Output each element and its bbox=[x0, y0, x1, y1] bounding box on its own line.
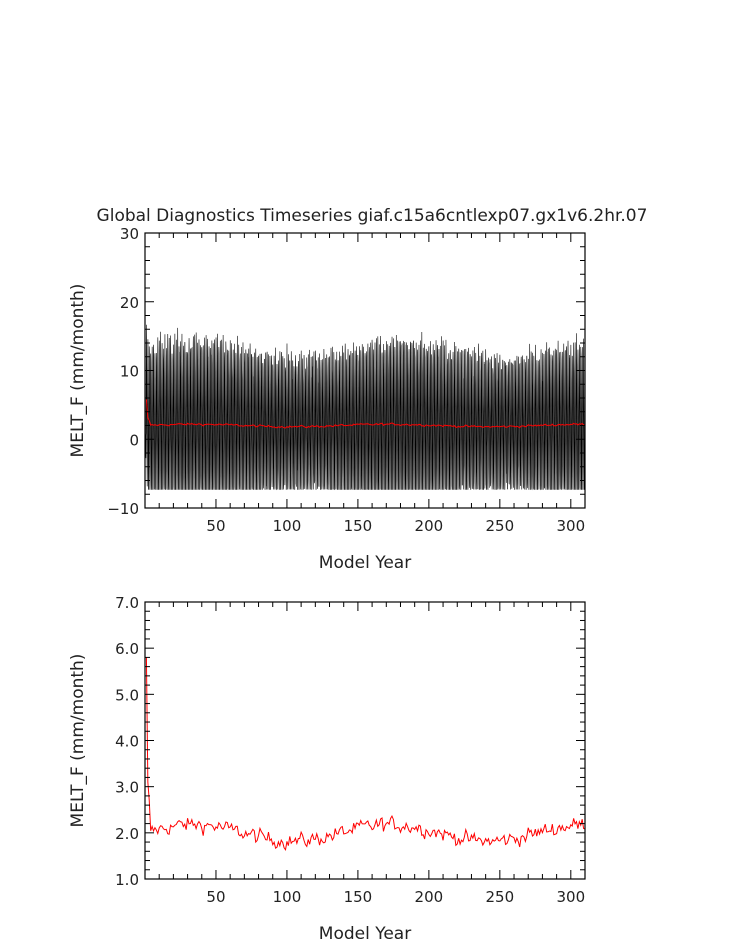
x-tick-label: 300 bbox=[556, 517, 585, 535]
y-tick-label: 0 bbox=[129, 431, 139, 449]
annual-mean-series-line bbox=[145, 399, 585, 429]
y-tick-label: 6.0 bbox=[115, 640, 139, 658]
monthly-series-line bbox=[145, 294, 585, 491]
x-tick-label: 150 bbox=[344, 517, 373, 535]
x-tick-label: 150 bbox=[344, 888, 373, 906]
y-tick-label: 3.0 bbox=[115, 779, 139, 797]
x-tick-label: 250 bbox=[486, 888, 515, 906]
y-axis-label: MELT_F (mm/month) bbox=[68, 654, 88, 828]
y-tick-label: 2.0 bbox=[115, 825, 139, 843]
y-tick-label: 7.0 bbox=[115, 594, 139, 612]
annual-mean-series-line bbox=[145, 657, 585, 851]
x-axis-label: Model Year bbox=[319, 924, 411, 944]
x-tick-label: 200 bbox=[415, 888, 444, 906]
top-panel: 50 100 150 200 250 300 −10 0 10 20 30 Model Year MEL… bbox=[68, 225, 586, 573]
y-tick-label: 20 bbox=[120, 294, 139, 312]
x-tick-label: 50 bbox=[206, 517, 225, 535]
bottom-panel: 50 100 150 200 250 300 1.0 2.0 3.0 4.0 5.0 6.0 7.0 Mo… bbox=[68, 594, 586, 944]
figure-title: Global Diagnostics Timeseries giaf.c15a6… bbox=[97, 206, 648, 226]
y-tick-label: 30 bbox=[120, 225, 139, 243]
x-tick-label: 200 bbox=[415, 517, 444, 535]
x-tick-label: 250 bbox=[486, 517, 515, 535]
y-tick-label: 4.0 bbox=[115, 733, 139, 751]
y-tick-label: 5.0 bbox=[115, 686, 139, 704]
x-tick-label: 300 bbox=[556, 888, 585, 906]
y-axis-label: MELT_F (mm/month) bbox=[68, 284, 88, 458]
x-tick-label: 50 bbox=[206, 888, 225, 906]
x-tick-label: 100 bbox=[273, 517, 302, 535]
plot-frame bbox=[144, 601, 586, 880]
y-tick-label: 1.0 bbox=[115, 871, 139, 889]
x-tick-label: 100 bbox=[273, 888, 302, 906]
y-tick-label: 10 bbox=[120, 363, 139, 381]
y-tick-label: −10 bbox=[107, 500, 139, 518]
x-axis-label: Model Year bbox=[319, 553, 411, 573]
